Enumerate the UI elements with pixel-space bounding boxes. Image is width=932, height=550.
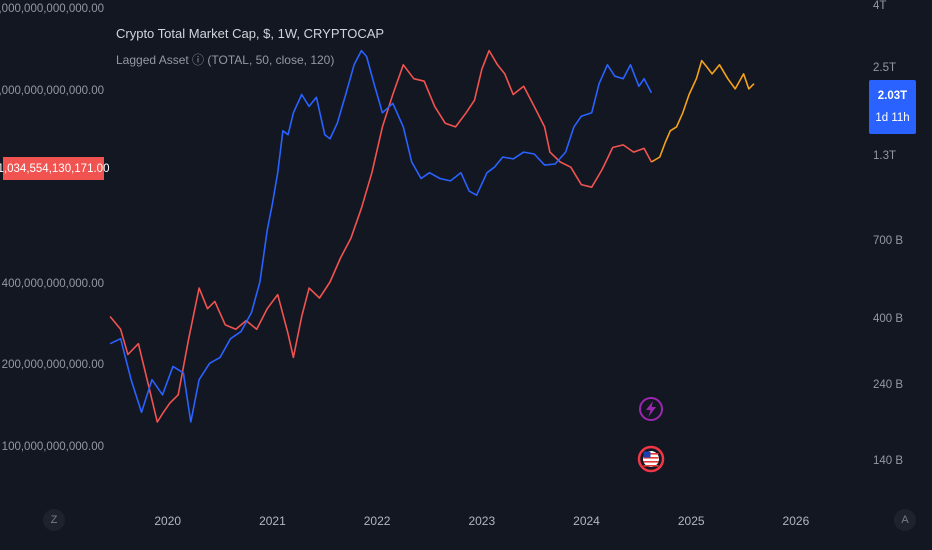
right-axis-label: 240 B xyxy=(873,379,903,391)
flag-stripe xyxy=(643,453,659,455)
flag-stripe xyxy=(643,465,659,467)
auto-scale-button[interactable]: A xyxy=(894,509,916,531)
left-price-tag xyxy=(3,157,104,180)
right-axis-label: 2.5T xyxy=(873,62,896,74)
time-axis-label: 2026 xyxy=(783,514,810,528)
left-axis-label: 200,000,000,000.00 xyxy=(2,359,104,371)
right-axis-label: 700 B xyxy=(873,235,903,247)
series-layer xyxy=(109,49,755,423)
time-axis-label: 2020 xyxy=(154,514,181,528)
right-axis-label: 140 B xyxy=(873,455,903,467)
series-line-main xyxy=(109,49,653,423)
time-axis-label: 2023 xyxy=(468,514,495,528)
time-axis-label: 2022 xyxy=(364,514,391,528)
right-price-axis: 4T 2.5T 1.3T 700 B 400 B 240 B 140 B xyxy=(873,0,903,467)
right-price-tag-countdown: 1d 11h xyxy=(875,112,909,124)
log-scale-button[interactable]: Z xyxy=(43,509,65,531)
left-axis-label: 400,000,000,000.00 xyxy=(2,278,104,290)
chart-title: Crypto Total Market Cap, $, 1W, CRYPTOCA… xyxy=(116,26,385,41)
left-price-tag-text: 1,034,554,130,171.00 xyxy=(0,163,109,175)
right-axis-label: 1.3T xyxy=(873,150,896,162)
time-axis: 2020 2021 2022 2023 2024 2025 2026 xyxy=(154,514,809,528)
right-price-tag xyxy=(869,80,916,134)
left-axis-label: 2,000,000,000,000.00 xyxy=(0,85,104,97)
time-axis-label: 2024 xyxy=(573,514,600,528)
right-axis-label: 400 B xyxy=(873,313,903,325)
time-axis-label: 2021 xyxy=(259,514,286,528)
left-axis-label: 100,000,000,000.00 xyxy=(2,441,104,453)
left-axis-label: 4,000,000,000,000.00 xyxy=(0,3,104,15)
event-markers[interactable] xyxy=(637,397,665,473)
left-price-axis: 4,000,000,000,000.00 2,000,000,000,000.00… xyxy=(0,3,104,453)
right-price-tag-value: 2.03T xyxy=(878,90,907,102)
series-line-lagged xyxy=(109,49,653,423)
indicator-legend[interactable]: Lagged Asset ⓘ (TOTAL, 50, close, 120) xyxy=(116,53,335,67)
lightning-glyph xyxy=(646,401,656,417)
price-tags: 1,034,554,130,171.00 2.03T 1d 11h xyxy=(0,80,916,180)
flag-stripe xyxy=(643,457,659,459)
flag-stripe xyxy=(643,461,659,463)
series-line-projection xyxy=(650,59,755,163)
flag-canton xyxy=(643,451,651,458)
time-axis-label: 2025 xyxy=(678,514,705,528)
right-axis-label: 4T xyxy=(873,0,886,12)
